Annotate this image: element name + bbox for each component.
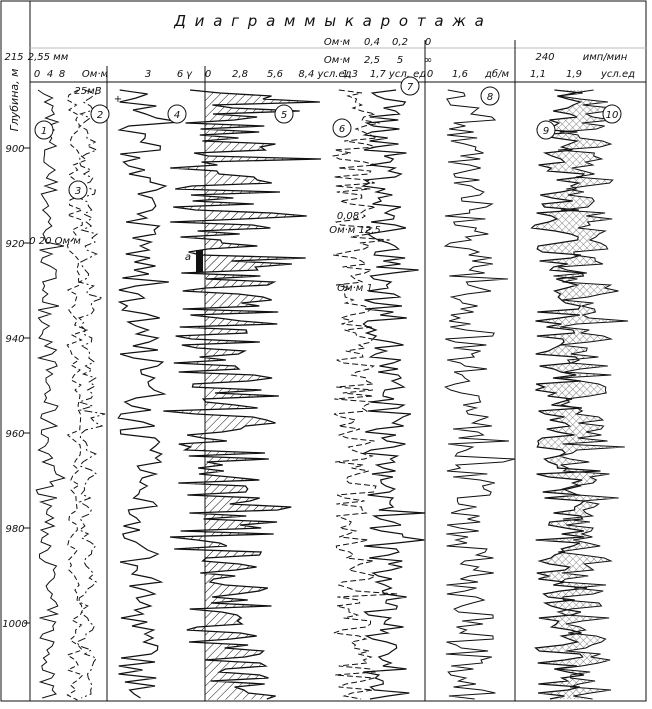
curve-number-circle [68, 180, 88, 200]
depth-tick-label: 940 [5, 334, 24, 345]
depth-tick-label: 980 [5, 524, 24, 535]
curve-number: 10 [606, 110, 619, 121]
log-curve [35, 89, 67, 699]
header-label: Ом·м [82, 69, 109, 80]
header-label: имп/мин [583, 52, 628, 63]
curve-number-circle [602, 104, 622, 124]
log-curve [331, 89, 398, 700]
header-label: 1,6 [452, 69, 468, 80]
header-label: 1,1 [530, 69, 546, 80]
curve-number: 2 [97, 110, 103, 121]
log-curve [117, 89, 181, 699]
hatched-area [163, 90, 321, 700]
curve-number: 6 [339, 124, 345, 135]
track-borders [106, 40, 516, 701]
curve-number: 1 [41, 126, 47, 137]
header-label: 0 [205, 69, 211, 80]
title: Д и а г р а м м ы к а р о т а ж а [173, 12, 486, 30]
header-label: 2,55 мм [28, 52, 69, 63]
header-label: 2,8 [232, 69, 248, 80]
curve-number-circle [34, 120, 54, 140]
header-label: Ом·м [324, 55, 351, 66]
depth-tick-label: 1000 [2, 619, 27, 630]
header-label: 0 [427, 69, 433, 80]
depth-tick-label: 960 [5, 429, 24, 440]
log-curve [361, 89, 425, 700]
header-label: 215 [4, 52, 23, 63]
header-label: 2,5 [364, 55, 380, 66]
curve-number-circle [167, 104, 187, 124]
header-label: 240 [535, 52, 554, 63]
header-label: 0 [34, 69, 40, 80]
header-label: 0 [425, 37, 431, 48]
curve-number: 8 [487, 92, 493, 103]
header-label: 0,2 [392, 37, 408, 48]
header-label: 6 [177, 69, 183, 80]
annotation: 0 20 Ом·м [29, 236, 81, 247]
header-label: 0,4 [364, 37, 380, 48]
annotation: + [114, 94, 122, 105]
header-label: ∞ [424, 55, 432, 66]
curve-number: 3 [75, 186, 81, 197]
curve-number-circle [400, 76, 420, 96]
curve-number: 9 [543, 126, 549, 137]
curve-number-circle [480, 86, 500, 106]
header-label: 8 [59, 69, 65, 80]
header-label: γ [186, 69, 193, 80]
curve-number: 5 [281, 110, 287, 121]
log-curve [75, 89, 106, 699]
header-label: дб/м [484, 68, 509, 80]
curve-number-circle [332, 118, 352, 138]
depth-tick-label: 920 [5, 239, 24, 250]
log-curve [443, 89, 515, 700]
annotation: a [185, 252, 191, 263]
header-label: 5 [397, 55, 403, 66]
annotation: Ом·м 1 [337, 283, 373, 294]
cross-hatched-area [531, 90, 629, 699]
header-label: 1,7 усл. ед [370, 69, 426, 80]
curve-number-circle [274, 104, 294, 124]
curve-number-circle [536, 120, 556, 140]
header-label: Ом·м [324, 37, 351, 48]
header-label: 5,6 [267, 69, 283, 80]
curve-number-circle [90, 104, 110, 124]
annotation: 0,08 [337, 211, 359, 222]
header-label: 3 [145, 69, 151, 80]
header-label: 1,3 [342, 69, 358, 80]
header-label: 4 [47, 69, 53, 80]
header-label: 1,9 [566, 69, 582, 80]
marker-a [196, 250, 203, 272]
depth-tick-label: 900 [5, 144, 24, 155]
header-label: 8,4 усл.ед [298, 69, 351, 80]
header-label: усл.ед [600, 69, 635, 80]
annotation: Ом·м 12,5 [329, 225, 381, 236]
curve-number: 7 [407, 82, 414, 93]
depth-axis-label: Глубина, м [8, 69, 21, 132]
header-label: 25мВ [74, 86, 101, 97]
curve-number: 4 [174, 110, 180, 121]
